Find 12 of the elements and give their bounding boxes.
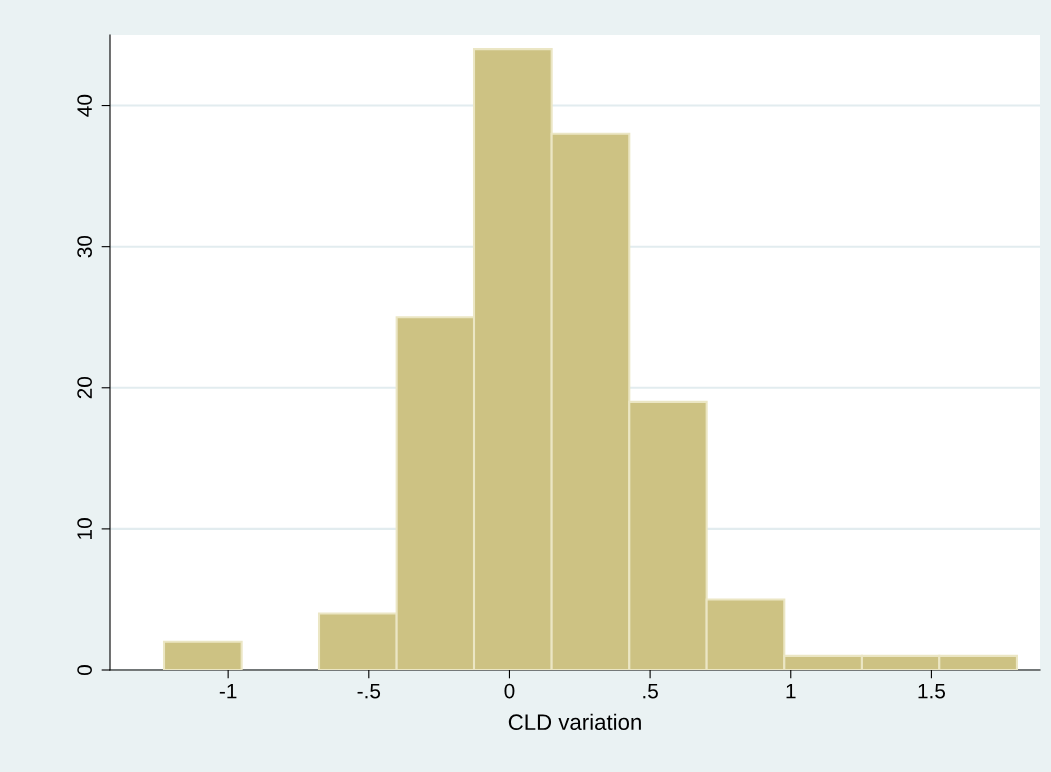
x-tick-label: .5: [643, 683, 658, 699]
x-tick-label: -1: [219, 683, 237, 699]
y-tick-label: 0: [77, 665, 92, 675]
y-tick-label: 30: [77, 235, 92, 258]
x-tick-label: 1: [786, 683, 796, 699]
x-tick-label: 0: [504, 683, 515, 699]
y-tick-label: 20: [77, 377, 92, 399]
y-tick-label: 40: [77, 94, 92, 117]
x-axis-title: CLD variation: [508, 713, 641, 731]
x-tick-label: 1.5: [918, 683, 946, 699]
y-tick-label: 10: [77, 518, 92, 539]
x-tick-label: -.5: [357, 683, 381, 699]
